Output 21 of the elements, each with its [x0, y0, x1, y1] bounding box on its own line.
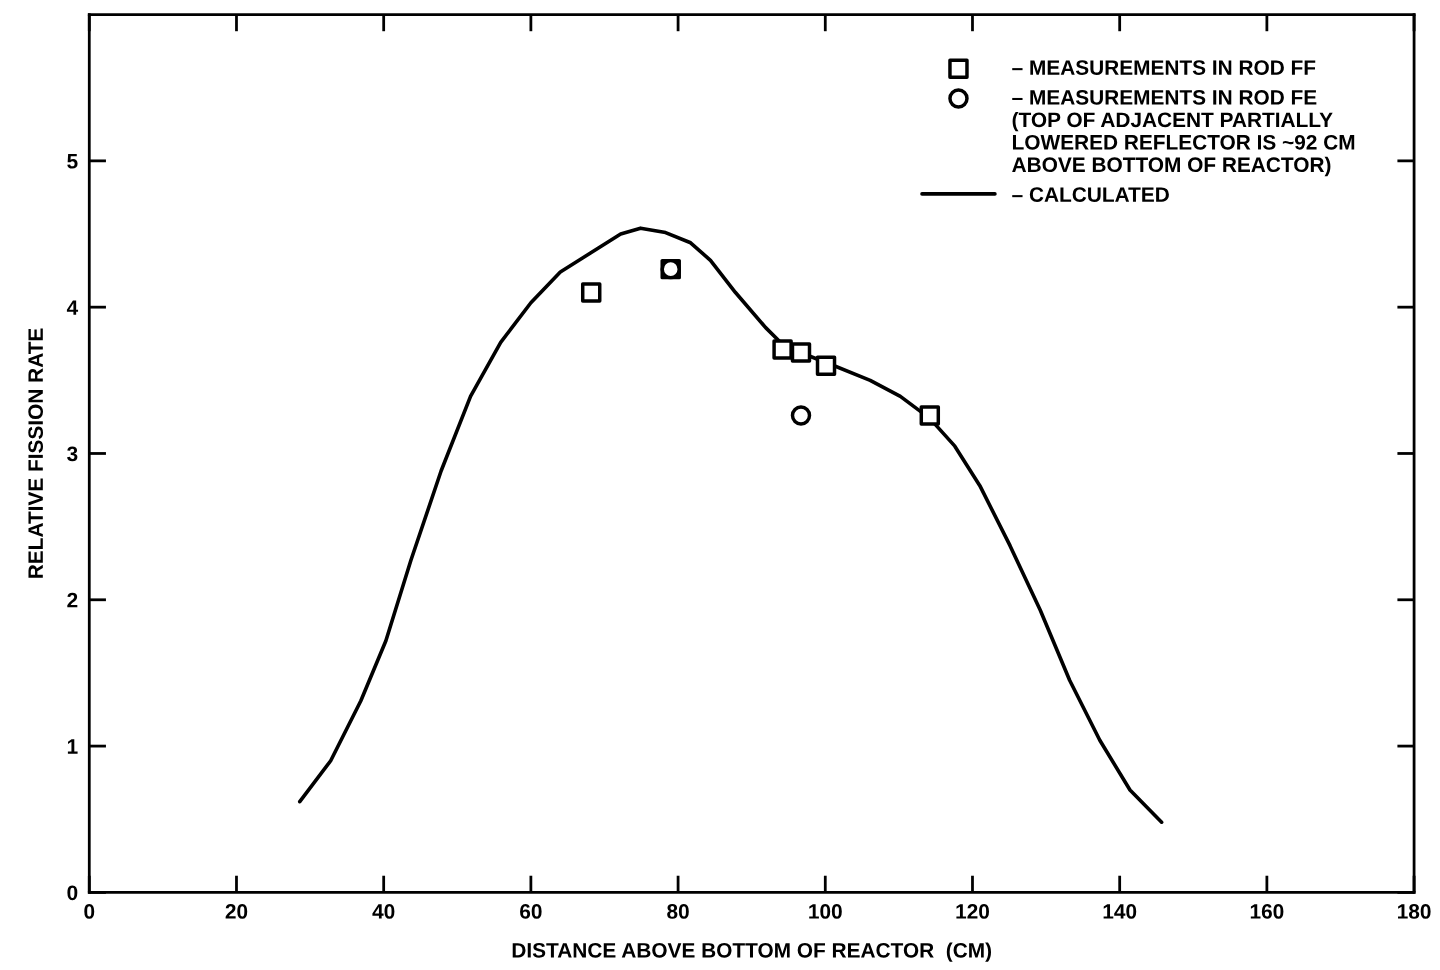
x-tick-label: 160: [1250, 904, 1284, 919]
y-tick-label: 4: [66, 300, 79, 315]
x-tick-label: 80: [667, 904, 689, 919]
x-tick-label: 100: [809, 904, 842, 919]
legend-label: – MEASUREMENTS IN ROD FF: [1012, 60, 1316, 75]
x-tick-label: 180: [1398, 904, 1431, 919]
x-tick-label: 120: [956, 904, 990, 919]
y-tick-label: 1: [67, 739, 78, 754]
x-tick-label: 60: [520, 904, 542, 919]
x-tick-label: 40: [372, 904, 395, 919]
x-tick-label: 140: [1103, 904, 1137, 919]
x-tick-label: 0: [84, 904, 95, 919]
legend-label: – MEASUREMENTS IN ROD FE (TOP OF ADJACENT PARTIALLY LOWERED REFLECTOR IS ~92 CM ABOVE BOTTOM OF REACTOR): [1012, 90, 1355, 177]
x-axis-title: DISTANCE ABOVE BOTTOM OF REACTOR (CM): [512, 942, 992, 962]
y-tick-label: 3: [67, 446, 78, 462]
y-tick-label: 0: [67, 885, 78, 901]
y-axis-title: RELATIVE FISSION RATE: [28, 328, 44, 578]
legend-label: – CALCULATED: [1012, 187, 1169, 202]
y-tick-label: 2: [67, 592, 78, 608]
y-tick-label: 5: [67, 154, 78, 169]
x-tick-label: 20: [225, 904, 248, 919]
